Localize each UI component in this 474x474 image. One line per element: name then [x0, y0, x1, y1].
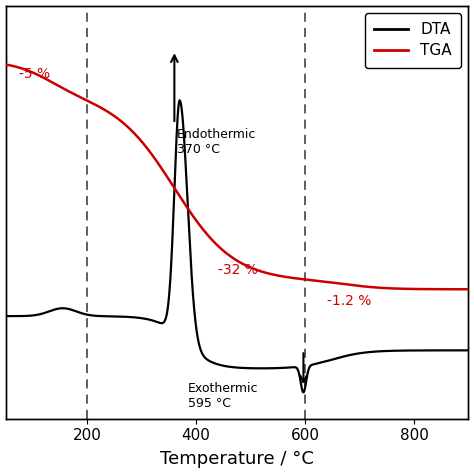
Text: -32 %: -32 %	[218, 263, 258, 277]
Text: Endothermic
370 °C: Endothermic 370 °C	[177, 128, 256, 155]
Text: -5 %: -5 %	[19, 67, 50, 81]
Text: Exothermic
595 °C: Exothermic 595 °C	[188, 382, 258, 410]
Text: -1.2 %: -1.2 %	[327, 294, 371, 308]
X-axis label: Temperature / °C: Temperature / °C	[160, 450, 314, 468]
Legend: DTA, TGA: DTA, TGA	[365, 13, 461, 68]
